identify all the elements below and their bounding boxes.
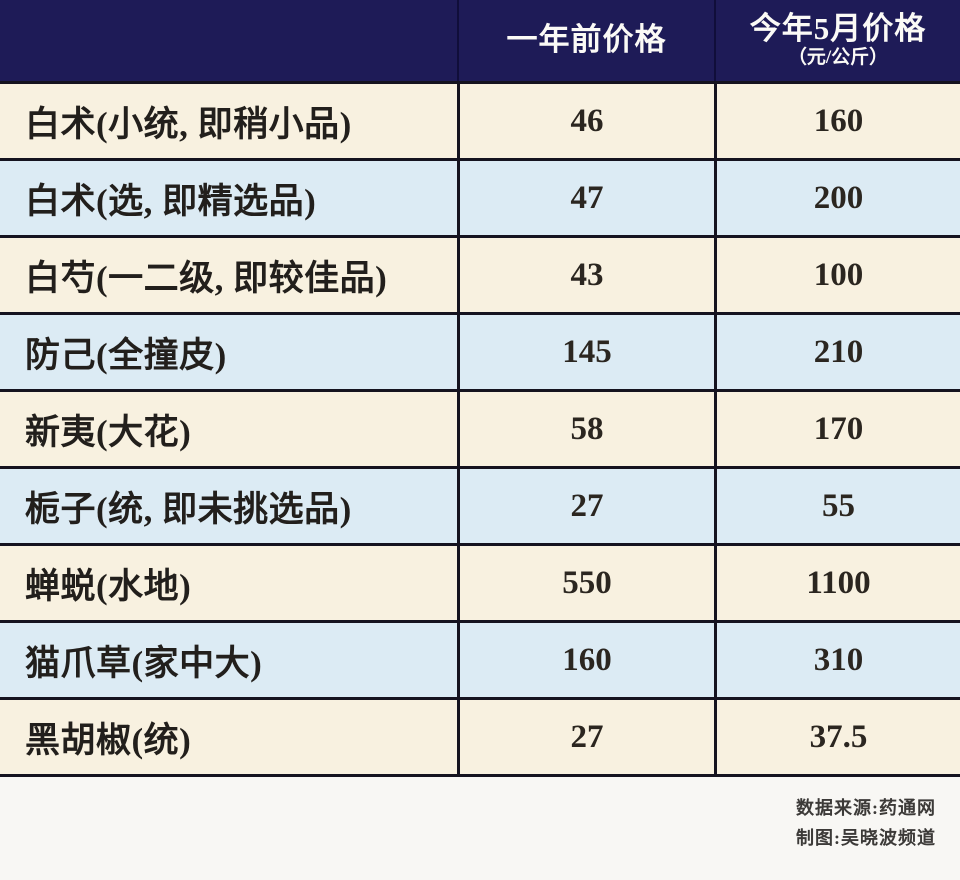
herb-name-cell: 新夷(大花)	[25, 412, 192, 452]
herb-name-cell: 蝉蜕(水地)	[25, 566, 192, 606]
year-ago-price-cell: 43	[457, 238, 714, 312]
chart-maker-credit: 制图:吴晓波频道	[796, 827, 936, 848]
current-price-cell: 160	[714, 84, 960, 158]
year-ago-price-cell: 58	[457, 392, 714, 466]
table-row: 白芍(一二级, 即较佳品) 43 100	[0, 238, 960, 315]
header-current-column: 今年5月价格 （元/公斤）	[714, 0, 960, 81]
current-price-cell: 310	[714, 623, 960, 697]
header-year-ago-label: 一年前价格	[506, 22, 667, 58]
data-source-credit: 数据来源:药通网	[796, 798, 936, 818]
header-current-label: 今年5月价格	[749, 11, 927, 46]
year-ago-price-cell: 27	[457, 469, 714, 543]
table-row: 猫爪草(家中大) 160 310	[0, 623, 960, 700]
table-row: 防己(全撞皮) 145 210	[0, 315, 960, 392]
table-footer: 数据来源:药通网 制图:吴晓波频道	[0, 777, 960, 880]
table-row: 新夷(大花) 58 170	[0, 392, 960, 469]
herb-name-cell: 栀子(统, 即未挑选品)	[25, 489, 352, 529]
table-row: 白术(选, 即精选品) 47 200	[0, 161, 960, 238]
herb-name-cell: 白术(选, 即精选品)	[25, 181, 317, 221]
current-price-cell: 1100	[714, 546, 960, 620]
table-row: 白术(小统, 即稍小品) 46 160	[0, 84, 960, 161]
herb-name-cell: 白术(小统, 即稍小品)	[25, 104, 352, 144]
current-price-cell: 170	[714, 392, 960, 466]
year-ago-price-cell: 27	[457, 700, 714, 774]
table-row: 蝉蜕(水地) 550 1100	[0, 546, 960, 623]
herb-name-cell: 白芍(一二级, 即较佳品)	[25, 258, 388, 298]
year-ago-price-cell: 145	[457, 315, 714, 389]
table-row: 黑胡椒(统) 27 37.5	[0, 700, 960, 777]
table-body: 白术(小统, 即稍小品) 46 160 白术(选, 即精选品) 47 200 白芍(一二级,…	[0, 84, 960, 777]
current-price-cell: 210	[714, 315, 960, 389]
herb-name-cell: 猫爪草(家中大)	[25, 643, 263, 683]
table-row: 栀子(统, 即未挑选品) 27 55	[0, 469, 960, 546]
current-price-cell: 100	[714, 238, 960, 312]
current-price-cell: 55	[714, 469, 960, 543]
year-ago-price-cell: 47	[457, 161, 714, 235]
header-name-column	[0, 0, 457, 81]
herb-name-cell: 黑胡椒(统)	[25, 720, 192, 760]
year-ago-price-cell: 550	[457, 546, 714, 620]
current-price-cell: 37.5	[714, 700, 960, 774]
herb-name-cell: 防己(全撞皮)	[25, 335, 227, 375]
year-ago-price-cell: 46	[457, 84, 714, 158]
year-ago-price-cell: 160	[457, 623, 714, 697]
table-header-row: 一年前价格 今年5月价格 （元/公斤）	[0, 0, 960, 84]
header-current-unit: （元/公斤）	[787, 47, 889, 69]
current-price-cell: 200	[714, 161, 960, 235]
header-year-ago-column: 一年前价格	[457, 0, 714, 81]
